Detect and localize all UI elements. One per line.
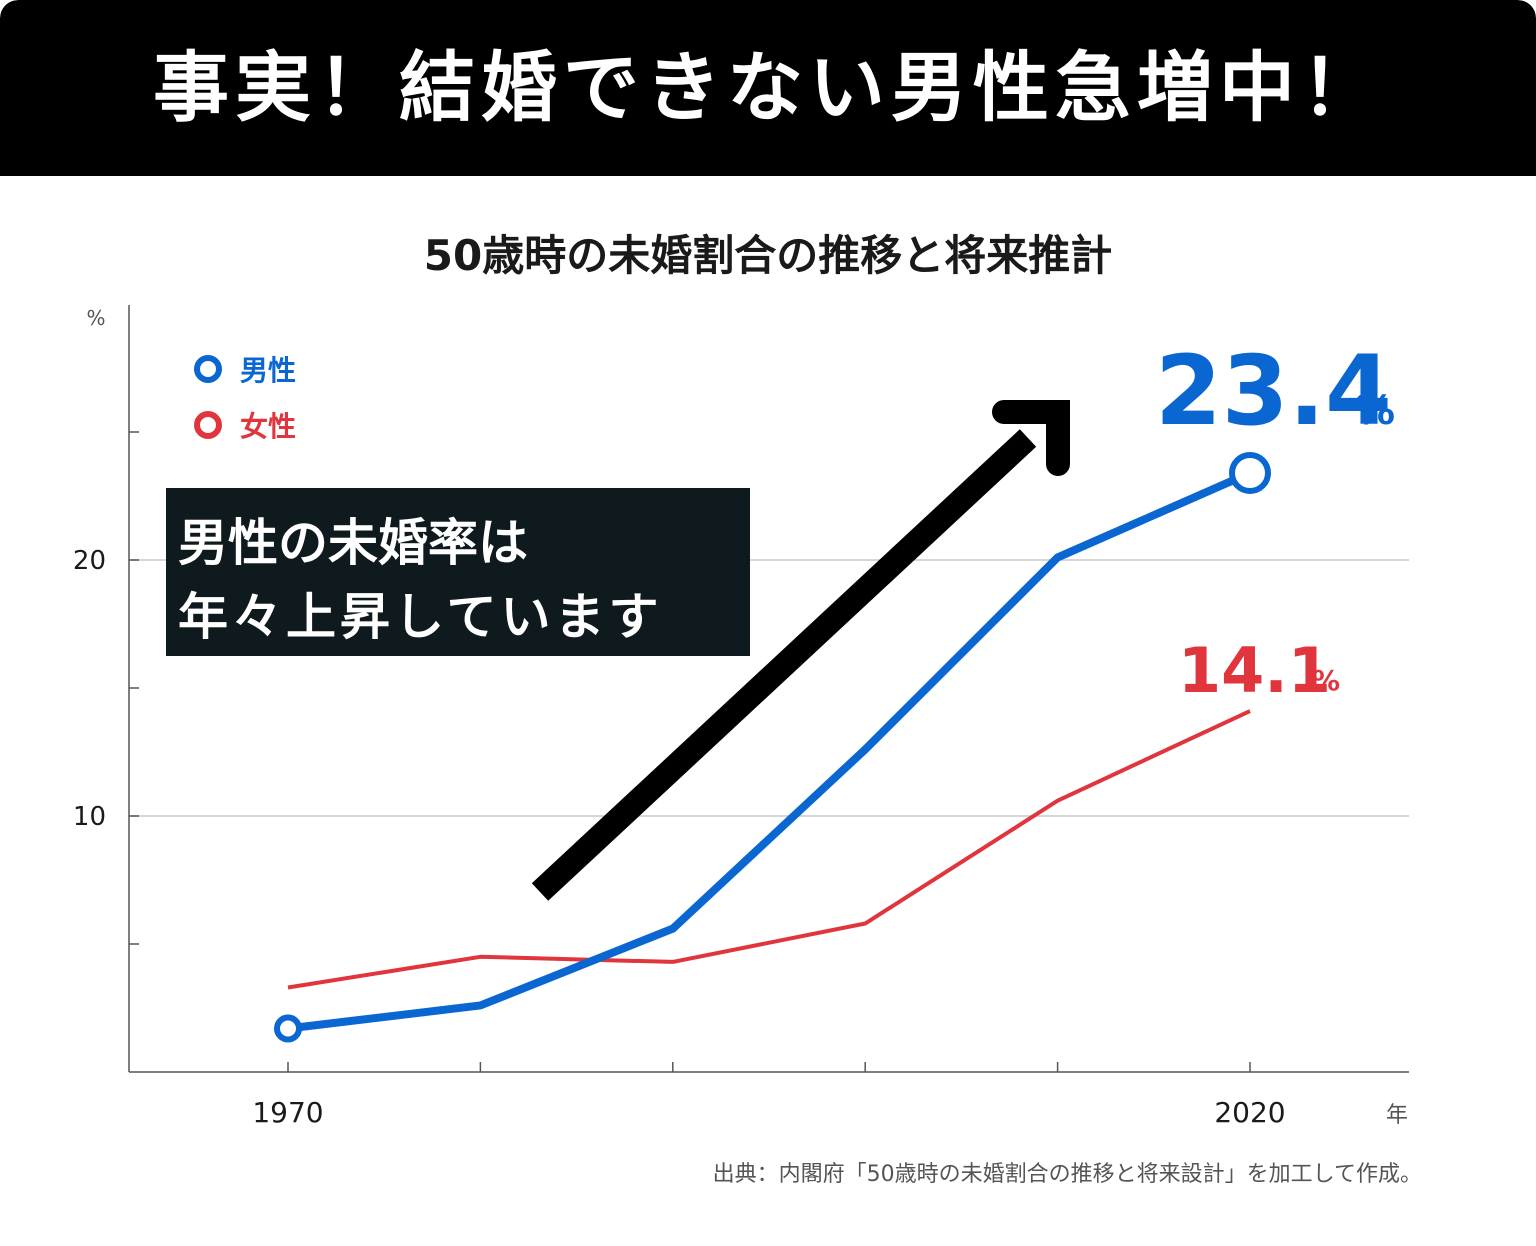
trend-arrow-head	[992, 400, 1070, 476]
male-point-2020	[1229, 451, 1271, 494]
male-point-1970	[274, 1014, 302, 1043]
x-tick-label-1970: 1970	[252, 1096, 323, 1129]
banner-title: 事実！結婚できない男性急増中！	[153, 43, 1383, 132]
trend-arrow-shaft	[531, 429, 1037, 901]
chart-title: 50歳時の未婚割合の推移と将来推計	[423, 231, 1113, 280]
male-end-value-label: 23.4	[1155, 335, 1392, 447]
male-end-percent: %	[1355, 388, 1395, 434]
x-axis-unit: 年	[1386, 1103, 1408, 1128]
female-end-value-label: 14.1	[1178, 634, 1331, 707]
callout-box	[166, 488, 750, 656]
callout-line-2: 年々上昇しています	[178, 588, 663, 646]
series-line-male	[287, 469, 1252, 1033]
legend-male-label: 男性	[240, 354, 296, 387]
callout-line-1: 男性の未婚率は	[178, 514, 528, 572]
y-axis-unit: %	[86, 306, 105, 330]
source-note: 出典：内閣府「50歳時の未婚割合の推移と将来設計」を加工して作成。	[712, 1162, 1422, 1187]
legend-female-marker	[194, 411, 222, 439]
legend-female-label: 女性	[240, 410, 296, 443]
x-tick-label-2020: 2020	[1214, 1096, 1285, 1129]
y-tick-label-20: 20	[73, 546, 106, 576]
female-end-percent: %	[1312, 664, 1340, 697]
banner: 事実！結婚できない男性急増中！	[0, 0, 1536, 176]
legend-male-marker	[194, 355, 222, 383]
series-line-female	[287, 709, 1251, 990]
y-tick-label-10: 10	[73, 802, 106, 832]
